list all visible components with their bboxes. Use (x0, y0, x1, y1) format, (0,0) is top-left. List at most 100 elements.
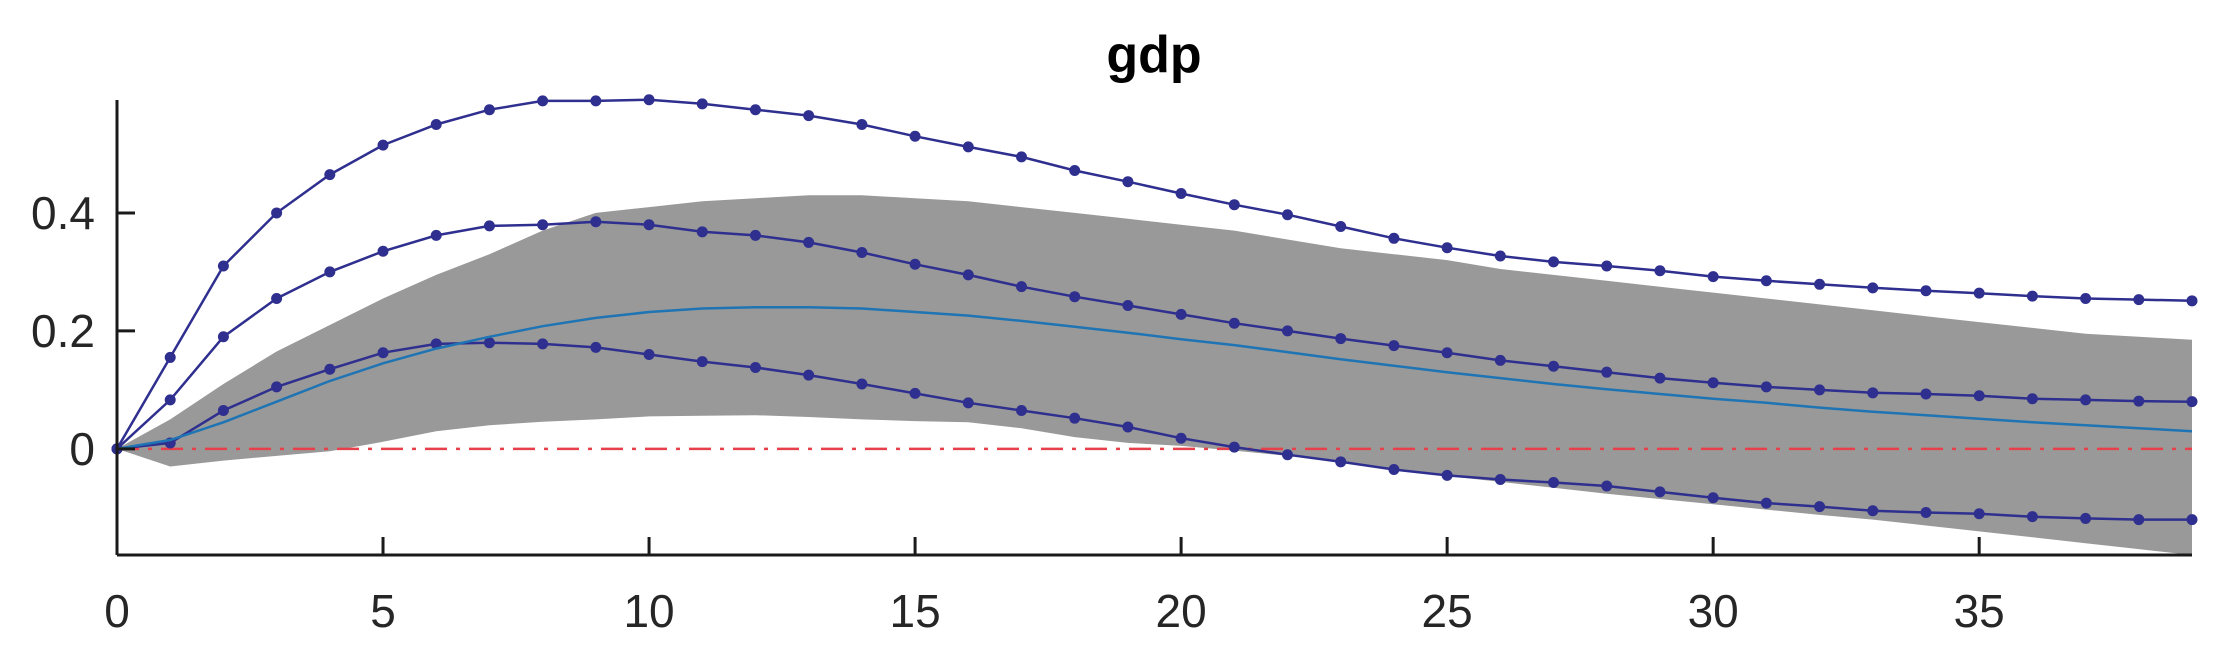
data-point (1388, 463, 1400, 475)
data-point (1441, 347, 1453, 359)
series-3 (111, 337, 2198, 526)
data-point (537, 95, 549, 107)
data-point (962, 269, 974, 281)
series-4 (116, 306, 2193, 451)
x-tick-label: 30 (1688, 585, 1739, 637)
data-point (1654, 372, 1666, 384)
data-point (696, 98, 708, 110)
data-point (1654, 265, 1666, 277)
data-point (1494, 250, 1506, 262)
data-point (430, 118, 442, 130)
data-point (483, 104, 495, 116)
data-point (696, 226, 708, 238)
data-point (1973, 390, 1985, 402)
data-point (1282, 209, 1294, 221)
data-point (1228, 317, 1240, 329)
data-point (430, 229, 442, 241)
data-point (377, 139, 389, 151)
data-point (271, 292, 283, 304)
data-point (1760, 497, 1772, 509)
data-point (1069, 412, 1081, 424)
series-2 (111, 216, 2198, 455)
data-point (1335, 333, 1347, 345)
data-point (1228, 199, 1240, 211)
x-tick-label: 35 (1954, 585, 2005, 637)
data-point (1920, 285, 1932, 297)
data-point (1069, 291, 1081, 303)
data-point (1441, 242, 1453, 254)
data-point (324, 266, 336, 278)
data-point (1388, 340, 1400, 352)
confidence-band (117, 195, 2192, 556)
data-point (1335, 221, 1347, 233)
data-point (1228, 441, 1240, 453)
series-line (116, 306, 2193, 451)
data-point (1335, 456, 1347, 468)
data-point (537, 219, 549, 231)
data-point (803, 236, 815, 248)
data-point (324, 363, 336, 375)
data-point (1494, 474, 1506, 486)
data-point (1122, 300, 1134, 312)
data-point (1814, 278, 1826, 290)
data-point (1707, 377, 1719, 389)
data-point (377, 245, 389, 257)
data-point (1282, 449, 1294, 461)
data-point (377, 347, 389, 359)
data-point (2133, 514, 2145, 526)
data-point (803, 110, 815, 122)
data-point (696, 356, 708, 368)
y-tick-label: 0 (69, 423, 95, 475)
data-point (1548, 256, 1560, 268)
x-tick-label: 5 (370, 585, 396, 637)
data-point (164, 351, 176, 363)
data-point (430, 338, 442, 350)
data-point (1601, 260, 1613, 272)
x-tick-label: 25 (1422, 585, 1473, 637)
data-point (1867, 387, 1879, 399)
chart-title: gdp (1106, 26, 1201, 84)
data-point (1015, 405, 1027, 417)
data-point (1654, 486, 1666, 498)
axes: 0 5 10 15 20 25 30 35 0 0.2 0.4 (31, 100, 2192, 637)
data-point (803, 369, 815, 381)
data-point (483, 337, 495, 349)
series-line (116, 220, 2193, 450)
data-point (1015, 281, 1027, 293)
data-point (1973, 287, 1985, 299)
data-point (2080, 292, 2092, 304)
x-tick-label: 15 (889, 585, 940, 637)
band-area (117, 195, 2192, 556)
y-tick-label: 0.2 (31, 305, 95, 357)
data-point (962, 397, 974, 409)
data-point (1867, 282, 1879, 294)
data-point (2026, 290, 2038, 302)
data-point (856, 246, 868, 258)
data-point (856, 378, 868, 390)
data-point (2026, 511, 2038, 523)
data-point (1707, 271, 1719, 283)
data-point (1548, 360, 1560, 372)
data-point (1122, 421, 1134, 433)
data-point (1015, 151, 1027, 163)
data-point (217, 405, 229, 417)
data-point (909, 130, 921, 142)
data-point (856, 118, 868, 130)
data-point (1760, 381, 1772, 393)
data-point (1441, 469, 1453, 481)
data-point (324, 169, 336, 181)
data-point (1601, 480, 1613, 492)
data-point (2186, 396, 2198, 408)
x-tick-label: 20 (1156, 585, 1207, 637)
data-point (164, 394, 176, 406)
data-point (2080, 512, 2092, 524)
data-point (1282, 325, 1294, 337)
data-point (1175, 187, 1187, 199)
data-point (1069, 164, 1081, 176)
data-point (1601, 366, 1613, 378)
data-point (2186, 514, 2198, 526)
data-point (1760, 275, 1772, 287)
data-point (1814, 501, 1826, 513)
data-point (2133, 395, 2145, 407)
